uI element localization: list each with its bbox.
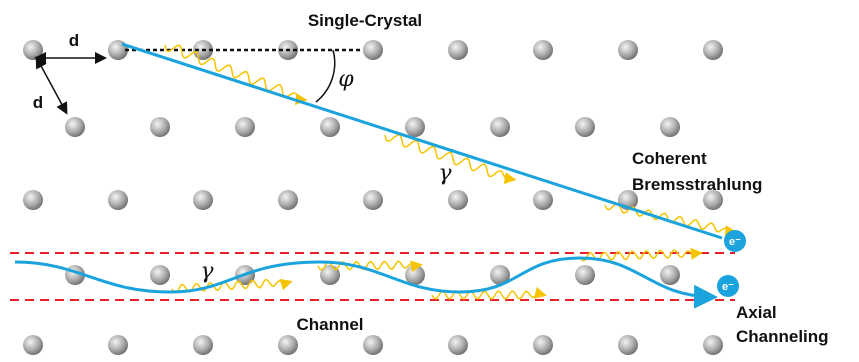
atom	[448, 190, 468, 210]
spacing-label: d	[33, 93, 43, 112]
atom	[23, 40, 43, 60]
atom	[235, 117, 255, 137]
atom	[533, 40, 553, 60]
atom	[278, 335, 298, 355]
photon-label: γ	[200, 259, 214, 284]
atom	[703, 40, 723, 60]
atom	[703, 335, 723, 355]
atom	[193, 335, 213, 355]
atom	[150, 265, 170, 285]
atom	[448, 40, 468, 60]
atom-lattice	[23, 40, 723, 355]
electron-label: e⁻	[729, 236, 741, 248]
angle-label: φ	[338, 67, 354, 92]
atom	[278, 190, 298, 210]
photon-label: γ	[438, 161, 452, 186]
spacing-label: d	[69, 31, 79, 50]
atom	[575, 265, 595, 285]
atom	[363, 335, 383, 355]
coherent-label: Bremsstrahlung	[632, 175, 762, 194]
atom	[65, 117, 85, 137]
electron-label: e⁻	[722, 281, 734, 293]
atom	[533, 335, 553, 355]
angle-arc	[316, 50, 335, 102]
channeling-track	[15, 258, 712, 297]
title: Single-Crystal	[308, 11, 422, 30]
atom	[490, 117, 510, 137]
electron-track	[122, 44, 722, 238]
coherent-label: Coherent	[632, 149, 707, 168]
atom	[23, 190, 43, 210]
atom	[193, 190, 213, 210]
atom	[533, 190, 553, 210]
atom	[618, 335, 638, 355]
atom	[363, 40, 383, 60]
atom	[660, 265, 680, 285]
channel-label: Channel	[296, 315, 363, 334]
atom	[363, 190, 383, 210]
atom	[660, 117, 680, 137]
atom	[320, 117, 340, 137]
atom	[150, 117, 170, 137]
atom	[108, 190, 128, 210]
atom	[448, 335, 468, 355]
atom	[405, 117, 425, 137]
axial-label: Axial	[736, 303, 777, 322]
atom	[618, 40, 638, 60]
atom	[108, 335, 128, 355]
diagram: e⁻ e⁻ Single-Crystal d d φ γ γ Coherent …	[0, 0, 859, 362]
axial-label: Channeling	[736, 327, 829, 346]
atom	[23, 335, 43, 355]
spacing-arrow	[40, 64, 66, 112]
atom	[575, 117, 595, 137]
